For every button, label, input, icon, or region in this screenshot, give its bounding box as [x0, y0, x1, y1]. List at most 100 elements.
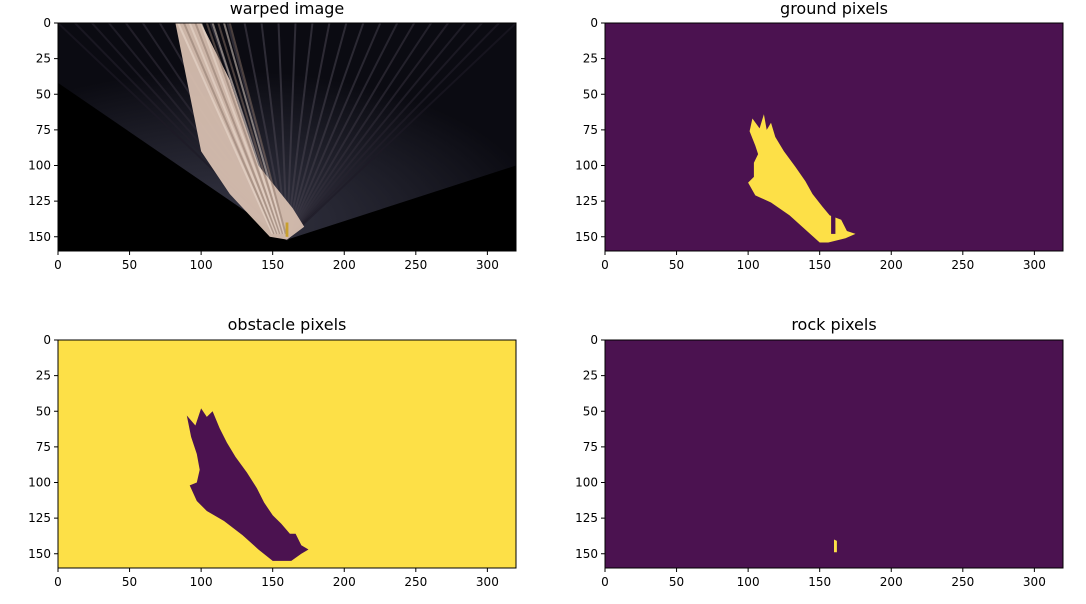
axes-frame [57, 339, 517, 569]
x-tick-label: 200 [880, 575, 903, 589]
heatmap-region-low [831, 215, 836, 234]
y-tick-label: 75 [36, 123, 51, 137]
ground-streak [217, 23, 284, 235]
warped-rock [285, 222, 289, 237]
y-tick-label: 50 [36, 87, 51, 101]
axes: 0 50 100 150 200 250 300 0 25 50 75 100 125 150 [575, 16, 1064, 272]
heatmap-region-low [186, 408, 309, 561]
warp-streak [286, 23, 466, 241]
x-tick-label: 250 [951, 258, 974, 272]
y-tick-label: 150 [575, 547, 598, 561]
y-tick-label: 75 [583, 123, 598, 137]
ground-streak [223, 23, 286, 235]
y-tick-label: 25 [583, 52, 598, 66]
warp-streak [286, 23, 516, 241]
subplot-warped-image: warped image 0 50 100 150 200 250 300 0 25 50 75 10… [28, 0, 517, 272]
y-tick-label: 0 [590, 333, 598, 347]
axes: 0 50 100 150 200 250 300 0 25 50 75 100 125 150 [28, 333, 517, 589]
y-tick-label: 0 [590, 16, 598, 30]
warp-streak [286, 23, 483, 241]
y-tick-label: 50 [36, 404, 51, 418]
x-tick-label: 50 [122, 258, 137, 272]
heatmap-region-high [748, 114, 856, 243]
x-tick-label: 300 [476, 258, 499, 272]
y-tick-label: 125 [28, 511, 51, 525]
x-tick-label: 250 [951, 575, 974, 589]
warp-streak [286, 23, 416, 241]
y-tick-label: 125 [575, 194, 598, 208]
axes: 0 50 100 150 200 250 300 0 25 50 75 100 125 150 [28, 16, 517, 272]
x-tick-label: 300 [476, 575, 499, 589]
x-tick-label: 0 [601, 258, 609, 272]
x-tick-label: 200 [333, 575, 356, 589]
x-tick-label: 0 [54, 575, 62, 589]
y-tick-label: 50 [583, 87, 598, 101]
heatmap-image [605, 340, 1063, 568]
image-area [58, 23, 516, 251]
warp-streak [286, 23, 365, 240]
heatmap-image [58, 340, 516, 568]
x-tick-label: 300 [1023, 575, 1046, 589]
warp-streak [286, 23, 314, 240]
x-tick-label: 50 [669, 575, 684, 589]
y-tick-label: 150 [28, 230, 51, 244]
y-tick-label: 25 [583, 369, 598, 383]
y-tick-label: 25 [36, 52, 51, 66]
y-tick-label: 100 [28, 159, 51, 173]
ground-streak [194, 23, 278, 235]
x-tick-label: 0 [601, 575, 609, 589]
subplot-rock-pixels: rock pixels 0 50 100 150 200 250 300 0 25 50 75 100… [575, 315, 1064, 589]
subplot-title: ground pixels [780, 0, 888, 18]
x-tick-label: 200 [333, 258, 356, 272]
warp-streak [286, 23, 382, 240]
warp-streak [286, 23, 449, 241]
y-tick-label: 75 [583, 440, 598, 454]
subplot-title: obstacle pixels [228, 315, 347, 334]
x-tick-label: 150 [808, 258, 831, 272]
axes: 0 50 100 150 200 250 300 0 25 50 75 100 125 150 [575, 333, 1064, 589]
y-tick-label: 75 [36, 440, 51, 454]
heatmap-image [605, 23, 1063, 251]
x-tick-label: 200 [880, 258, 903, 272]
y-tick-label: 100 [575, 159, 598, 173]
ground-streak [200, 23, 280, 235]
warped-fan [58, 23, 516, 240]
subplot-obstacle-pixels: obstacle pixels 0 50 100 150 200 250 300 0 25 50 7… [28, 315, 517, 589]
x-tick-label: 50 [669, 258, 684, 272]
ground-streak [177, 23, 274, 235]
y-tick-label: 0 [43, 333, 51, 347]
x-tick-label: 100 [737, 575, 760, 589]
y-tick-label: 125 [575, 511, 598, 525]
warp-streak [286, 23, 500, 241]
axes-frame [604, 339, 1064, 569]
y-tick-label: 25 [36, 369, 51, 383]
ground-streak [211, 23, 283, 235]
subplot-title: rock pixels [791, 315, 876, 334]
warp-streak [286, 23, 331, 240]
x-tick-label: 150 [261, 258, 284, 272]
ground-streak [228, 23, 287, 235]
x-tick-label: 300 [1023, 258, 1046, 272]
x-tick-label: 250 [404, 575, 427, 589]
y-tick-label: 100 [28, 476, 51, 490]
y-tick-label: 0 [43, 16, 51, 30]
x-tick-label: 100 [190, 575, 213, 589]
x-tick-label: 50 [122, 575, 137, 589]
heatmap-region-high [834, 539, 837, 553]
y-tick-label: 150 [28, 547, 51, 561]
ground-streak [188, 23, 277, 235]
warp-streak [286, 23, 399, 241]
y-tick-label: 50 [583, 404, 598, 418]
heatmap-background [58, 340, 516, 568]
x-tick-label: 100 [737, 258, 760, 272]
x-tick-label: 100 [190, 258, 213, 272]
x-tick-label: 150 [808, 575, 831, 589]
x-tick-label: 250 [404, 258, 427, 272]
subplot-ground-pixels: ground pixels 0 50 100 150 200 250 300 0 25 50 75 1… [575, 0, 1064, 272]
heatmap-background [605, 340, 1063, 568]
ground-streak [183, 23, 276, 235]
axes-frame [57, 22, 517, 252]
subplot-title: warped image [230, 0, 345, 18]
warp-streak [286, 23, 433, 241]
